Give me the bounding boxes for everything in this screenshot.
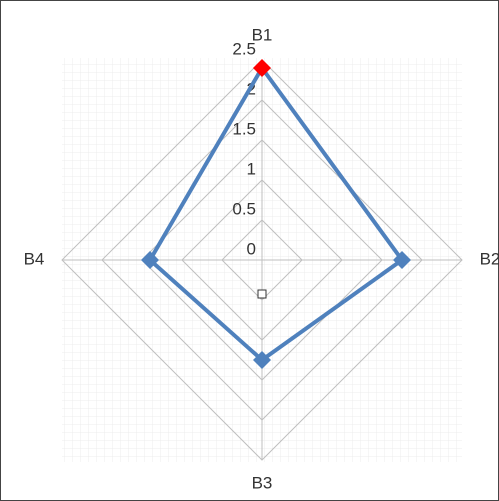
tick-label: 0 bbox=[247, 239, 256, 258]
tick-label: 1 bbox=[247, 159, 256, 178]
data-point bbox=[253, 351, 271, 369]
data-point bbox=[253, 59, 271, 77]
category-label: B2 bbox=[480, 249, 499, 268]
category-label: B4 bbox=[24, 249, 45, 268]
handle bbox=[257, 289, 267, 299]
category-label: B3 bbox=[252, 473, 273, 492]
category-label: B1 bbox=[252, 25, 273, 44]
data-point bbox=[141, 251, 159, 269]
data-point bbox=[393, 251, 411, 269]
tick-label: 2.5 bbox=[232, 39, 256, 58]
tick-label: 1.5 bbox=[232, 119, 256, 138]
tick-label: 0.5 bbox=[232, 199, 256, 218]
